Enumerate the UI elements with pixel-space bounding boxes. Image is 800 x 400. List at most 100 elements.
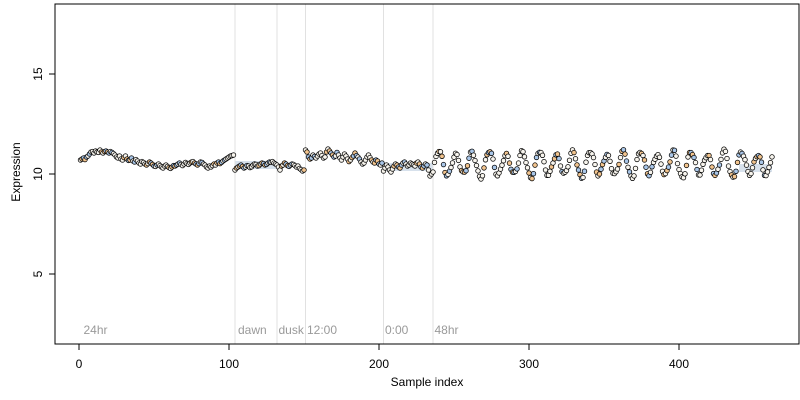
data-point: [449, 160, 456, 166]
data-point: [439, 153, 445, 159]
region-label: dawn: [238, 323, 267, 337]
data-point: [542, 167, 549, 173]
data-point: [673, 153, 679, 159]
region-label: 12:00: [307, 323, 337, 337]
data-point: [301, 167, 307, 173]
data-point: [506, 160, 513, 166]
data-points: [77, 146, 775, 182]
data-point: [742, 157, 748, 163]
data-point: [590, 154, 597, 161]
data-point: [572, 156, 579, 162]
data-point: [622, 151, 628, 157]
data-point: [514, 166, 520, 172]
data-point: [230, 152, 237, 158]
data-point: [598, 166, 604, 172]
data-point: [488, 150, 495, 156]
data-point: [631, 173, 637, 179]
data-point: [532, 162, 538, 168]
x-axis: 0 100 200 300 400: [76, 344, 689, 371]
data-point: [694, 166, 700, 173]
data-point: [500, 158, 507, 164]
y-tick-label: 10: [31, 167, 45, 181]
data-point: [692, 159, 699, 166]
data-point: [530, 171, 537, 177]
data-point: [760, 167, 766, 173]
data-point: [749, 165, 756, 171]
data-point: [623, 158, 630, 164]
data-point: [526, 170, 532, 176]
data-point: [625, 164, 631, 170]
region-label: 24hr: [84, 323, 108, 337]
y-tick-label: 15: [31, 67, 45, 81]
region-labels: 24hr dawn dusk 12:00 0:00 48hr: [84, 323, 459, 337]
data-point: [697, 172, 703, 178]
data-point: [539, 152, 546, 158]
data-point: [440, 161, 447, 168]
data-point: [596, 171, 603, 177]
data-point: [541, 159, 547, 165]
data-point: [674, 160, 681, 167]
data-point: [472, 157, 478, 164]
data-point: [322, 154, 328, 160]
data-point: [667, 159, 673, 165]
data-point: [698, 167, 705, 173]
data-point: [574, 162, 580, 168]
region-divider-lines: [234, 4, 434, 344]
data-point: [583, 159, 589, 165]
data-point: [520, 149, 526, 155]
data-point: [448, 164, 454, 171]
region-label: 0:00: [385, 323, 409, 337]
data-point: [647, 169, 654, 175]
data-point: [748, 170, 754, 177]
data-point: [515, 160, 522, 166]
data-point: [473, 162, 480, 169]
data-point: [379, 160, 385, 166]
data-point: [425, 167, 432, 173]
data-point: [547, 168, 553, 174]
data-point: [464, 163, 471, 169]
data-point: [605, 152, 612, 159]
data-point: [731, 173, 738, 180]
data-point: [616, 161, 622, 168]
y-axis-title: Expression: [9, 142, 23, 201]
data-point: [592, 161, 598, 168]
data-point: [733, 168, 739, 174]
data-point: [658, 161, 664, 167]
data-point: [656, 154, 663, 160]
data-point: [682, 171, 688, 177]
data-point: [640, 152, 646, 159]
data-point: [683, 162, 690, 169]
x-tick-label: 0: [76, 357, 83, 371]
data-point: [767, 160, 774, 166]
data-point: [743, 162, 750, 168]
x-tick-label: 200: [369, 357, 389, 371]
data-point: [758, 159, 765, 165]
data-point: [482, 157, 489, 163]
data-point: [769, 154, 775, 160]
region-label: dusk: [279, 323, 305, 337]
y-axis: 5 10 15: [31, 67, 55, 277]
x-tick-label: 300: [519, 357, 539, 371]
data-point: [665, 164, 672, 170]
data-point: [304, 149, 310, 155]
data-point: [649, 164, 655, 170]
data-point: [716, 162, 723, 168]
data-point: [607, 158, 613, 164]
data-point: [475, 168, 481, 174]
data-point: [580, 174, 586, 181]
data-point: [709, 164, 715, 170]
data-point: [524, 165, 531, 171]
data-point: [722, 148, 729, 155]
x-tick-label: 400: [669, 357, 689, 371]
data-point: [734, 159, 741, 166]
data-point: [581, 168, 588, 174]
data-point: [620, 147, 627, 153]
data-point: [454, 151, 460, 158]
x-tick-label: 100: [219, 357, 239, 371]
data-point: [608, 166, 615, 172]
data-point: [634, 156, 640, 163]
data-point: [685, 154, 691, 160]
data-point: [490, 156, 496, 162]
region-band-2: [739, 164, 772, 172]
